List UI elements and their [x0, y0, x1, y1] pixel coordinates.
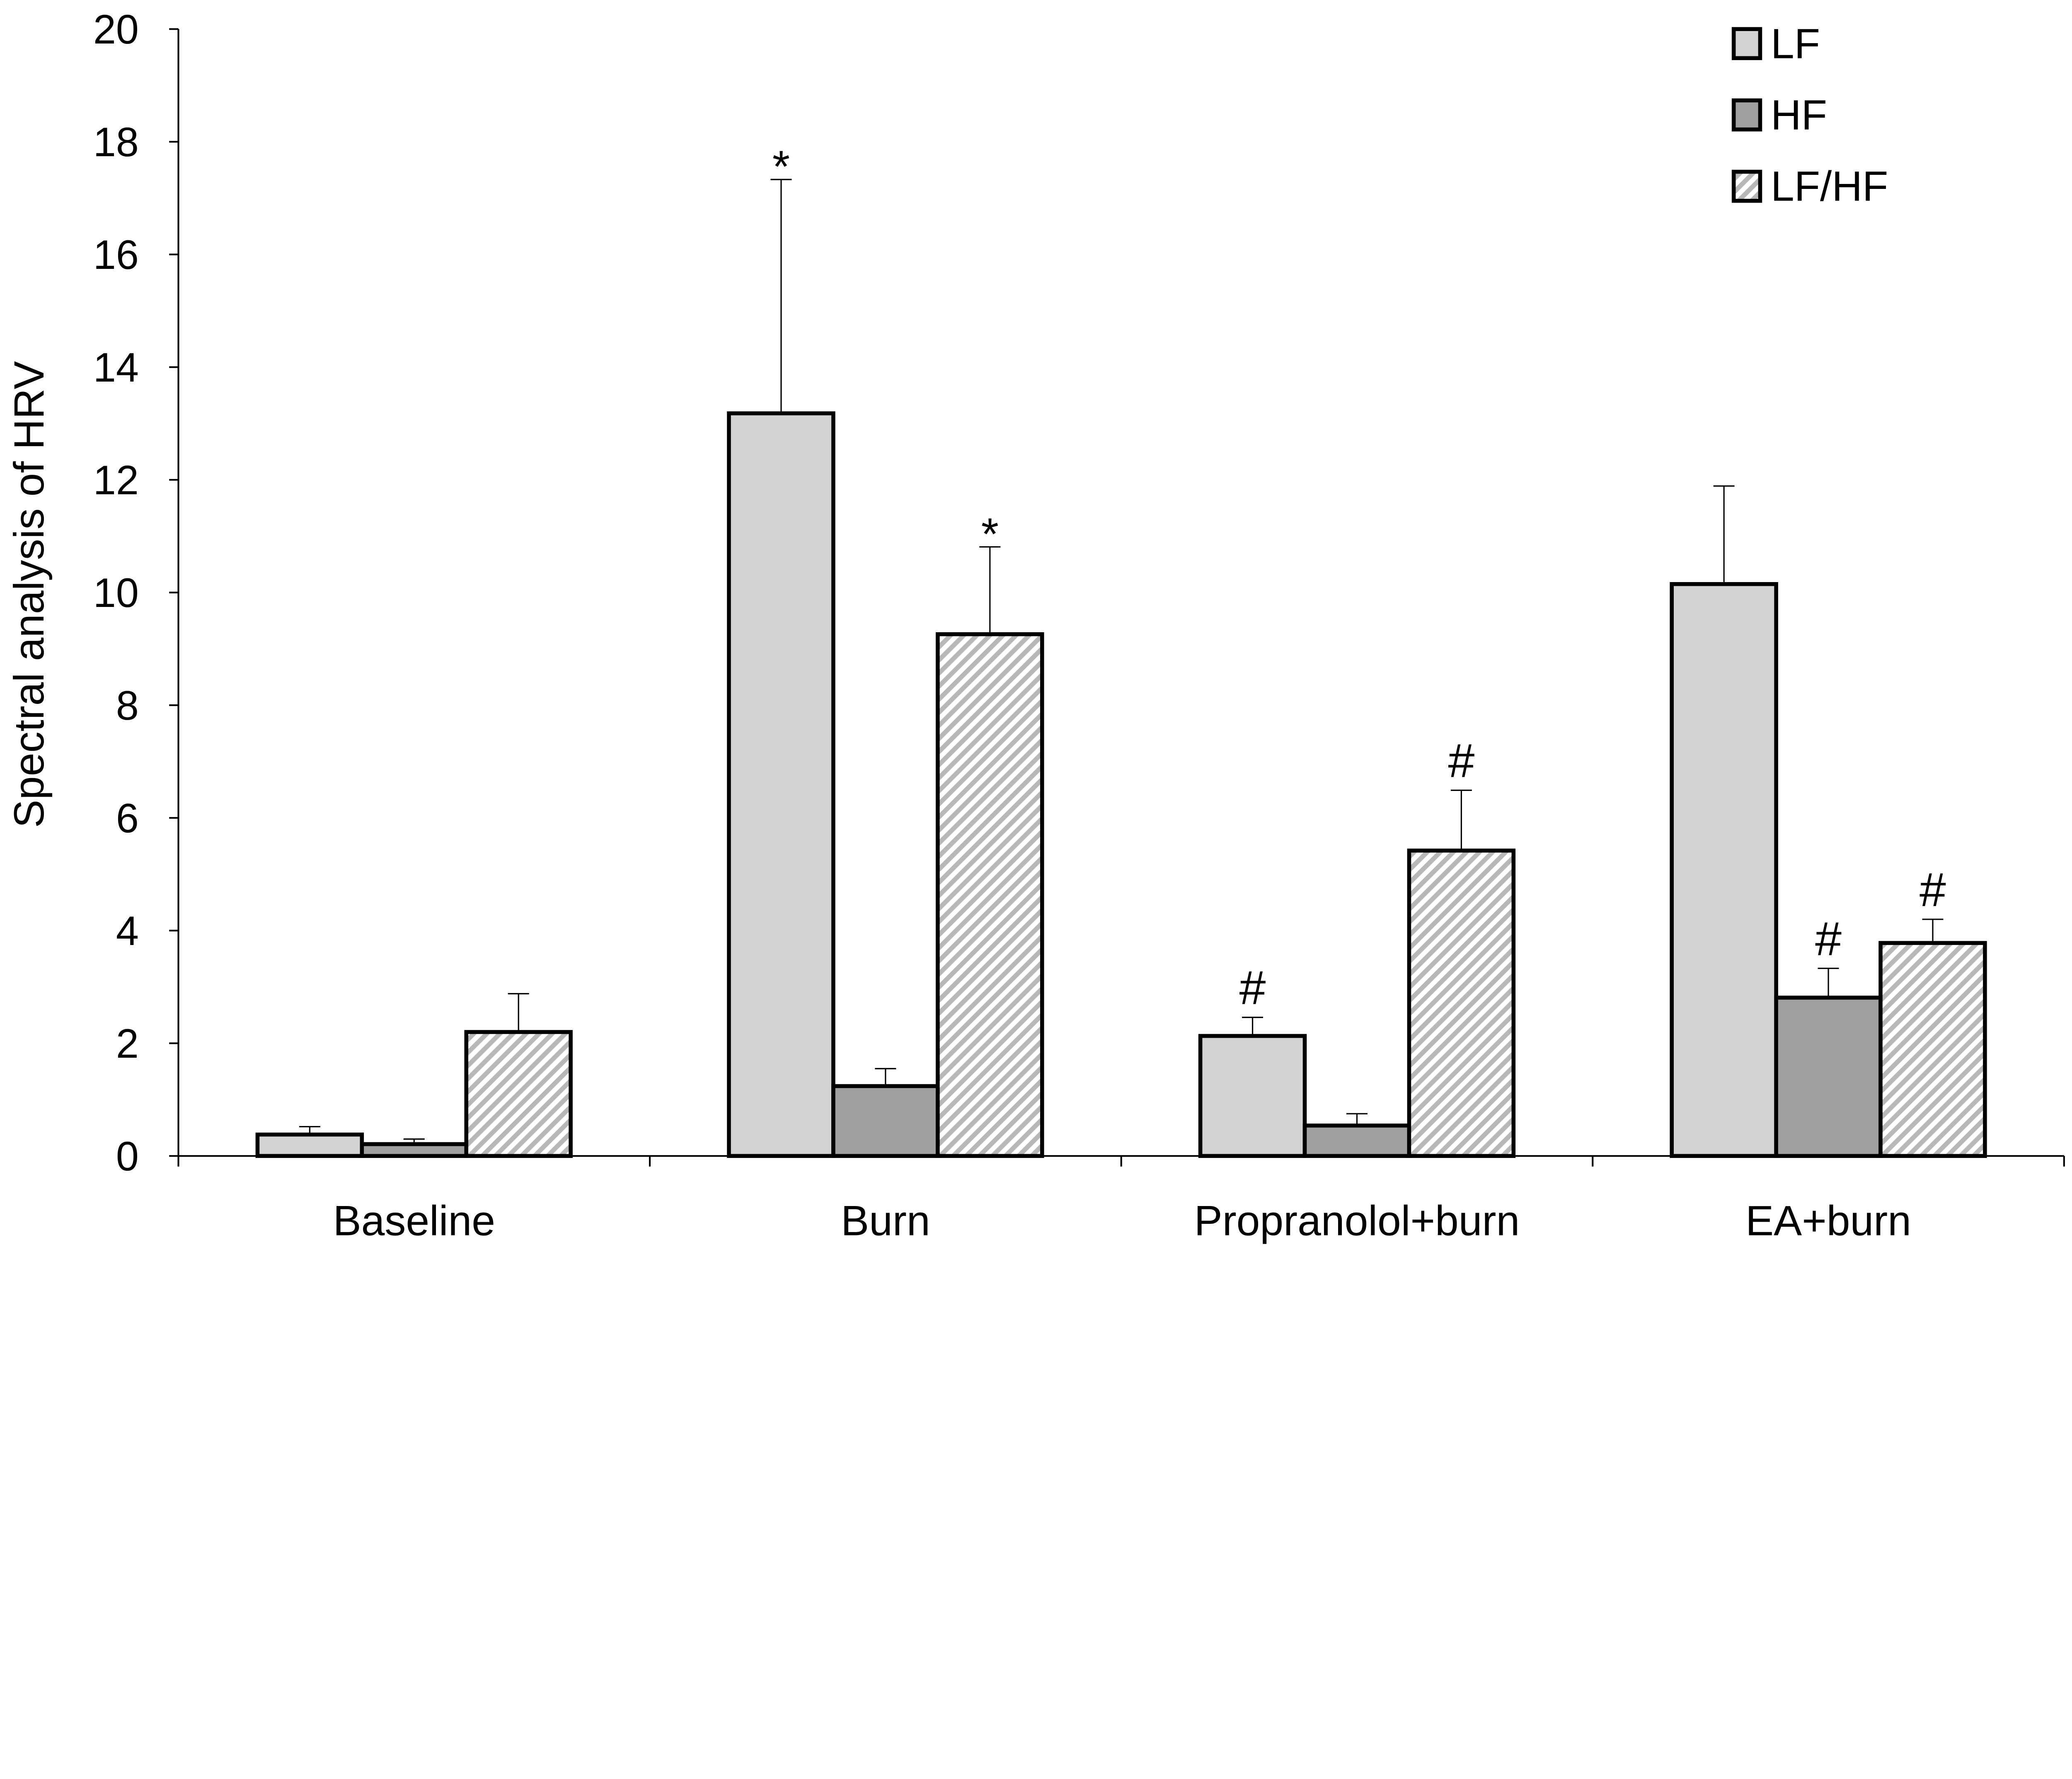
y-tick-label: 0	[116, 1134, 139, 1179]
y-tick-label: 4	[116, 908, 139, 954]
y-tick-label: 20	[93, 7, 139, 52]
bar-hf	[1774, 996, 1883, 1158]
significance-marker: *	[981, 509, 999, 559]
y-axis-label: Spectral analysis of HRV	[5, 361, 53, 828]
y-tick-label: 16	[93, 232, 139, 278]
bar-lf-hf	[936, 632, 1044, 1158]
legend-swatch	[1731, 27, 1762, 60]
axes: 0 2 4 6 8 10 12 14 16 18 20 Baseline Burn Propranolol…	[93, 7, 2065, 1244]
significance-marker: #	[1920, 863, 1946, 916]
y-tick-label: 6	[116, 795, 139, 841]
y-tick-label: 8	[116, 683, 139, 728]
y-tick-label: 18	[93, 119, 139, 165]
bar-lf-hf	[1407, 848, 1516, 1158]
bars: * * # # # #	[255, 142, 1987, 1158]
bar-hf	[831, 1084, 940, 1158]
bar-lf	[1670, 582, 1778, 1158]
legend-label: LF/HF	[1771, 163, 1888, 210]
legend-label: HF	[1771, 91, 1827, 138]
bar-lf-hf	[464, 1030, 573, 1158]
x-tick-label: Baseline	[333, 1197, 495, 1244]
y-tick-label: 14	[93, 345, 139, 390]
significance-marker: #	[1239, 962, 1266, 1015]
bar-lf	[1198, 1034, 1307, 1158]
legend-swatch	[1731, 169, 1762, 203]
bar-lf	[255, 1132, 364, 1158]
x-tick-label: Propranolol+burn	[1194, 1197, 1520, 1244]
x-tick-label: Burn	[841, 1197, 930, 1244]
bar-hf	[360, 1142, 469, 1158]
y-tick-label: 12	[93, 457, 139, 503]
bar-chart: 0 2 4 6 8 10 12 14 16 18 20 Baseline Burn Propranolol…	[5, 7, 2065, 1244]
y-tick-label: 10	[93, 570, 139, 616]
significance-marker: #	[1448, 735, 1474, 788]
bar-lf-hf	[1878, 941, 1987, 1158]
y-tick-label: 2	[116, 1021, 139, 1066]
significance-marker: #	[1815, 912, 1842, 965]
legend: LF HF LF/HF	[1731, 20, 1888, 210]
bar-lf	[727, 411, 835, 1158]
legend-swatch	[1731, 98, 1762, 132]
legend-label: LF	[1771, 20, 1820, 67]
significance-marker: *	[772, 142, 790, 192]
x-tick-label: EA+burn	[1745, 1197, 1911, 1244]
bar-hf	[1302, 1123, 1411, 1158]
